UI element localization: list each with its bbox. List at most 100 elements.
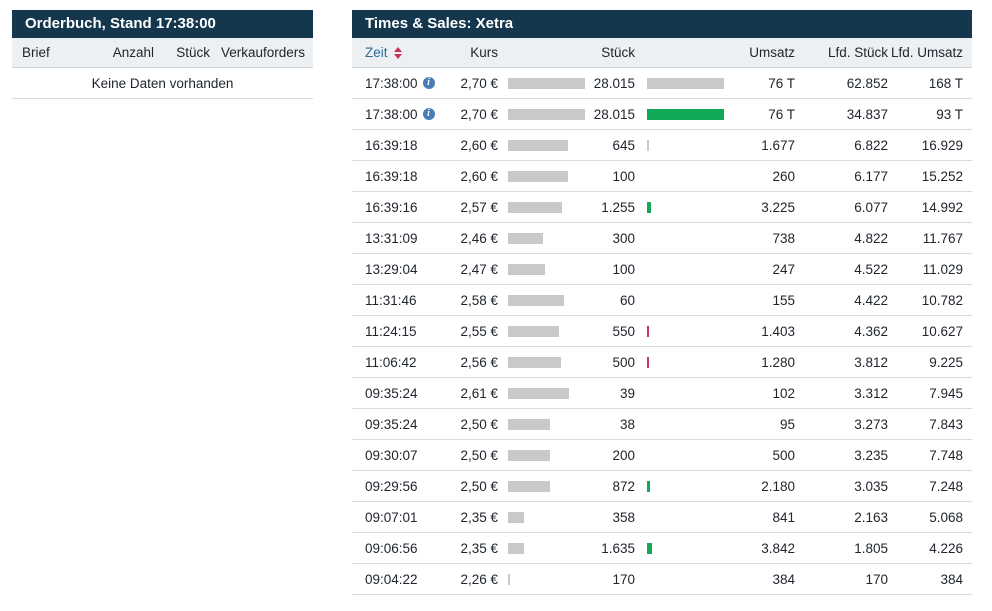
- cumulative-turnover: 10.782: [921, 292, 963, 308]
- cumulative-turnover: 9.225: [929, 354, 963, 370]
- trade-volume: 39: [619, 385, 635, 401]
- volume-bar: [647, 481, 650, 493]
- column-header-zeit[interactable]: Zeit: [352, 45, 442, 60]
- price-bar-cell: [498, 76, 585, 91]
- trade-turnover: 500: [772, 447, 795, 463]
- trade-turnover: 1.677: [761, 137, 795, 153]
- volume-bar: [647, 140, 649, 152]
- volume-bar-cell: [635, 355, 724, 370]
- trade-volume: 645: [612, 137, 635, 153]
- cumulative-turnover: 7.945: [929, 385, 963, 401]
- cumulative-turnover: 384: [940, 571, 963, 587]
- cumulative-turnover: 11.029: [922, 261, 963, 277]
- volume-bar: [647, 109, 724, 121]
- trade-price: 2,50 €: [460, 416, 498, 432]
- orderbook-empty-message: Keine Daten vorhanden: [12, 68, 313, 99]
- volume-bar-cell: [635, 324, 724, 339]
- trading-widgets: Orderbuch, Stand 17:38:00 Brief Anzahl S…: [12, 10, 972, 595]
- trade-volume: 200: [612, 447, 635, 463]
- trade-time: 16:39:18: [365, 168, 418, 184]
- info-icon[interactable]: i: [422, 77, 435, 89]
- trade-turnover: 155: [772, 292, 795, 308]
- trade-volume: 300: [612, 230, 635, 246]
- trade-row: 16:39:18 i 2,60 € 645 1.677 6.822 16.929: [352, 130, 972, 161]
- price-bar: [508, 295, 564, 307]
- cumulative-volume: 3.273: [854, 416, 888, 432]
- trade-turnover: 76 T: [768, 75, 795, 91]
- column-header-umsatz: Umsatz: [749, 45, 795, 60]
- volume-bar-cell: [635, 76, 724, 91]
- trade-row: 16:39:16 i 2,57 € 1.255 3.225 6.077 14.9…: [352, 192, 972, 223]
- trade-price: 2,57 €: [460, 199, 498, 215]
- sort-up-down-icon: [393, 46, 402, 59]
- trade-volume: 1.635: [601, 540, 635, 556]
- price-bar-cell: [498, 169, 585, 184]
- trade-turnover: 384: [772, 571, 795, 587]
- trade-price: 2,56 €: [460, 354, 498, 370]
- price-bar: [508, 388, 569, 400]
- column-header-lfd-umsatz: Lfd. Umsatz: [890, 45, 963, 60]
- volume-bar: [647, 326, 649, 338]
- price-bar-cell: [498, 541, 585, 556]
- trade-volume: 38: [619, 416, 635, 432]
- trade-time: 09:30:07: [365, 447, 418, 463]
- cumulative-turnover: 14.992: [921, 199, 963, 215]
- trade-row: 13:29:04 i 2,47 € 100 247 4.522 11.029: [352, 254, 972, 285]
- price-bar-cell: [498, 324, 585, 339]
- cumulative-volume: 4.822: [854, 230, 888, 246]
- trade-price: 2,70 €: [460, 75, 498, 91]
- trade-time: 13:31:09: [365, 230, 418, 246]
- info-icon[interactable]: i: [422, 108, 435, 120]
- volume-bar: [647, 357, 649, 369]
- trade-price: 2,55 €: [460, 323, 498, 339]
- cumulative-turnover: 168 T: [928, 75, 963, 91]
- trade-price: 2,60 €: [460, 168, 498, 184]
- trade-time: 16:39:18: [365, 137, 418, 153]
- trade-volume: 500: [612, 354, 635, 370]
- price-bar: [508, 109, 585, 121]
- cumulative-volume: 62.852: [846, 75, 888, 91]
- column-header-brief: Brief: [22, 45, 50, 60]
- trade-turnover: 3.842: [761, 540, 795, 556]
- trade-volume: 358: [612, 509, 635, 525]
- trade-time: 13:29:04: [365, 261, 418, 277]
- price-bar-cell: [498, 107, 585, 122]
- times-sales-panel: Times & Sales: Xetra Zeit Kurs Stück Ums…: [352, 10, 972, 595]
- trade-turnover: 1.403: [761, 323, 795, 339]
- trade-row: 13:31:09 i 2,46 € 300 738 4.822 11.767: [352, 223, 972, 254]
- column-header-kurs: Kurs: [470, 45, 498, 60]
- trade-time: 16:39:16: [365, 199, 418, 215]
- price-bar-cell: [498, 262, 585, 277]
- trade-turnover: 95: [779, 416, 795, 432]
- orderbook-title: Orderbuch, Stand 17:38:00: [12, 10, 313, 38]
- price-bar-cell: [498, 417, 585, 432]
- cumulative-volume: 3.235: [854, 447, 888, 463]
- cumulative-turnover: 4.226: [929, 540, 963, 556]
- trade-time: 09:35:24: [365, 385, 418, 401]
- column-header-verkauforders: Verkauforders: [220, 45, 305, 60]
- trade-volume: 100: [612, 261, 635, 277]
- price-bar: [508, 481, 550, 493]
- volume-bar-cell: [635, 107, 724, 122]
- trade-turnover: 3.225: [761, 199, 795, 215]
- trade-price: 2,50 €: [460, 447, 498, 463]
- cumulative-volume: 4.422: [854, 292, 888, 308]
- price-bar-cell: [498, 200, 585, 215]
- trade-price: 2,26 €: [460, 571, 498, 587]
- trade-turnover: 102: [772, 385, 795, 401]
- column-header-stueck: Stück: [176, 45, 210, 60]
- cumulative-turnover: 7.748: [929, 447, 963, 463]
- trade-price: 2,47 €: [460, 261, 498, 277]
- cumulative-volume: 6.077: [854, 199, 888, 215]
- trade-volume: 100: [612, 168, 635, 184]
- volume-bar-cell: [635, 541, 724, 556]
- trade-price: 2,35 €: [460, 509, 498, 525]
- times-sales-column-headers: Zeit Kurs Stück Umsatz Lfd. Stück Lfd. U…: [352, 38, 972, 68]
- trade-volume: 28.015: [593, 75, 635, 91]
- cumulative-volume: 4.362: [854, 323, 888, 339]
- cumulative-volume: 3.312: [854, 385, 888, 401]
- trade-turnover: 2.180: [761, 478, 795, 494]
- price-bar: [508, 233, 543, 245]
- price-bar: [508, 357, 561, 369]
- trade-row: 16:39:18 i 2,60 € 100 260 6.177 15.252: [352, 161, 972, 192]
